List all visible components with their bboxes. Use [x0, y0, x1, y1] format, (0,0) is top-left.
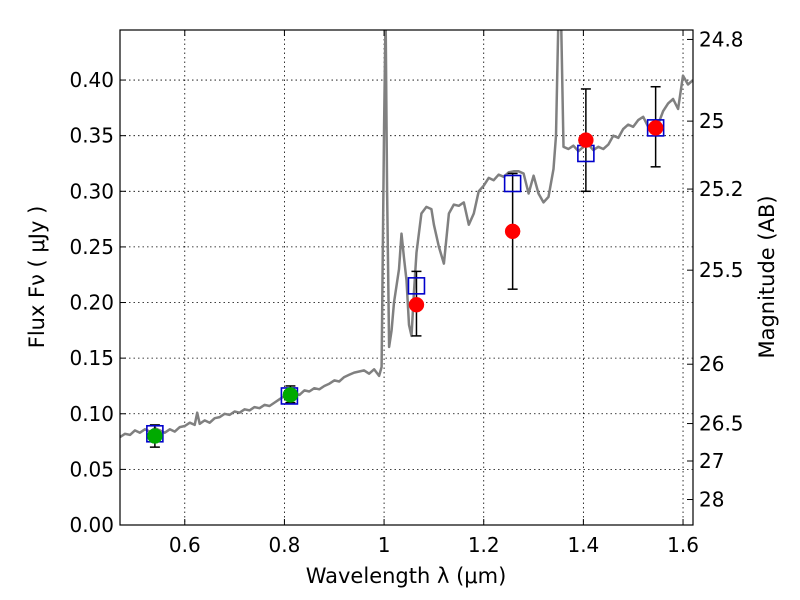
x-tick-label: 1.4 [567, 533, 599, 557]
plot-frame [119, 29, 694, 526]
x-tick-label: 1.6 [667, 533, 699, 557]
observed-flux-point [282, 387, 299, 403]
y-tick-label: 0.10 [69, 402, 114, 426]
magnitude-tick-label: 28 [699, 488, 724, 512]
observed-flux-point [578, 132, 594, 148]
magnitude-tick-label: 25.2 [699, 177, 744, 201]
magnitude-tick-label: 25.5 [699, 258, 744, 282]
y-tick-label: 0.25 [69, 235, 114, 259]
x-tick-label: 0.8 [269, 533, 301, 557]
model-flux-square [503, 174, 522, 193]
y-tick-label: 0.20 [69, 291, 114, 315]
y-axis: 0.00 0.05 0.10 0.15 0.20 0.25 0.30 0.35 0.40 [69, 68, 126, 537]
y-tick-label: 0.30 [69, 179, 114, 203]
x-tick-label: 1 [378, 533, 391, 557]
y-tick-label: 0.15 [69, 346, 114, 370]
magnitude-tick-label: 27 [699, 449, 724, 473]
observed-flux-point [147, 428, 163, 444]
y-tick-label: 0.05 [69, 457, 114, 481]
y-axis-label: Flux Fν ( μJy ) [25, 206, 49, 349]
x-axis: 0.6 0.8 1 1.2 1.4 1.6 [169, 30, 699, 557]
model-flux-square [407, 277, 426, 295]
x-axis-label: Wavelength λ (μm) [306, 564, 507, 588]
magnitude-tick-label: 25 [699, 109, 724, 133]
y-tick-label: 0.00 [69, 513, 114, 537]
magnitude-tick-label: 26 [699, 352, 724, 376]
y-tick-label: 0.40 [69, 68, 114, 92]
magnitude-axis: 24.8 25 25.2 25.5 26 26.5 27 28 [687, 27, 744, 512]
model-flux-square [646, 119, 665, 137]
observed-flux-point [647, 120, 664, 136]
observed-flux-point [504, 223, 521, 240]
observed-flux-point [408, 297, 425, 313]
magnitude-tick-label: 26.5 [699, 412, 744, 436]
y-tick-label: 0.35 [69, 124, 114, 148]
x-tick-label: 0.6 [169, 533, 201, 557]
magnitude-tick-label: 24.8 [699, 27, 744, 51]
plot-area [120, 30, 693, 448]
x-tick-label: 1.2 [468, 533, 500, 557]
magnitude-axis-label: Magnitude (AB) [755, 195, 779, 358]
